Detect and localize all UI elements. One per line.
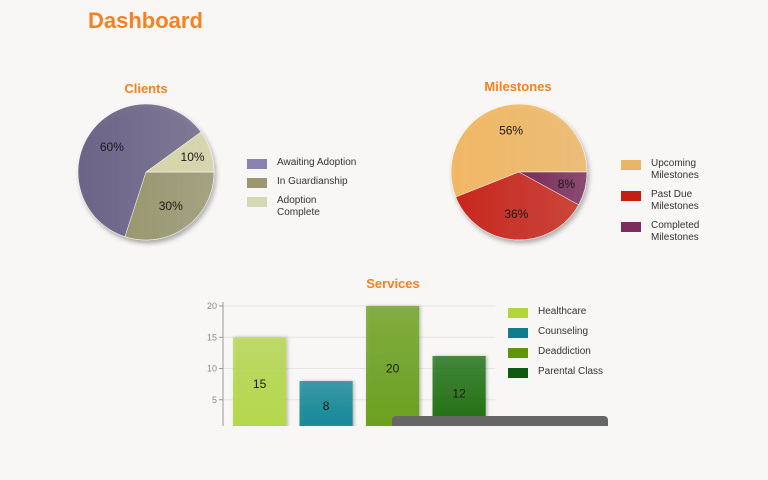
- services-bar-chart: 5 10 15 20 15 8 20 12: [207, 301, 495, 426]
- pie-label-upcoming-milestones: 56%: [499, 124, 523, 138]
- legend-label: Upcoming Milestones: [651, 158, 699, 181]
- legend-item-healthcare[interactable]: Healthcare: [508, 306, 628, 318]
- clients-legend: Awaiting Adoption In Guardianship Adoption…: [247, 157, 357, 226]
- legend-swatch: [508, 308, 528, 318]
- legend-label: Past Due Milestones: [651, 189, 699, 212]
- milestones-pie-chart: 56% 36% 8%: [450, 103, 588, 241]
- milestones-chart-title: Milestones: [484, 79, 552, 94]
- bar-value-label-counseling: 8: [323, 399, 330, 413]
- legend-swatch: [621, 191, 641, 201]
- bar-deaddiction[interactable]: [366, 306, 420, 426]
- legend-swatch: [621, 160, 641, 170]
- legend-item-adoption-complete[interactable]: Adoption Complete: [247, 195, 357, 219]
- pie-label-adoption-complete: 10%: [181, 150, 205, 164]
- services-chart-title: Services: [366, 276, 420, 291]
- legend-item-completed-milestones[interactable]: Completed Milestones: [621, 220, 731, 244]
- legend-label: Adoption Complete: [277, 195, 320, 218]
- bar-counseling[interactable]: [299, 381, 353, 426]
- bar-value-label-parental-class: 12: [452, 387, 466, 401]
- overlay-panel-edge: [392, 416, 608, 426]
- legend-label: Healthcare: [538, 306, 587, 317]
- legend-swatch: [247, 197, 267, 207]
- bar-healthcare[interactable]: [233, 337, 287, 426]
- pie-label-completed-milestones: 8%: [558, 177, 576, 191]
- legend-label: Counseling: [538, 326, 589, 337]
- y-tick-label: 5: [212, 395, 217, 405]
- y-tick-label: 20: [207, 301, 217, 311]
- services-legend: Healthcare Counseling Deaddiction Parental …: [508, 306, 628, 386]
- legend-swatch: [508, 348, 528, 358]
- clients-pie-chart: 60% 30% 10%: [77, 103, 215, 241]
- pie-slice-in-guardianship[interactable]: [124, 171, 215, 241]
- bar-value-label-deaddiction: 20: [386, 362, 400, 376]
- pie-label-past-due-milestones: 36%: [504, 207, 528, 221]
- legend-label: Parental Class: [538, 366, 604, 377]
- bar-value-label-healthcare: 15: [253, 377, 267, 391]
- legend-item-counseling[interactable]: Counseling: [508, 326, 628, 338]
- legend-item-deaddiction[interactable]: Deaddiction: [508, 346, 628, 358]
- y-tick-label: 10: [207, 364, 217, 374]
- pie-slice-upcoming-milestones[interactable]: [450, 103, 588, 198]
- legend-swatch: [508, 328, 528, 338]
- legend-swatch: [247, 159, 267, 169]
- y-tick-label: 15: [207, 332, 217, 342]
- legend-label: Deaddiction: [538, 346, 591, 357]
- legend-label: In Guardianship: [277, 176, 348, 187]
- pie-slice-adoption-complete[interactable]: [145, 131, 215, 173]
- legend-swatch: [247, 178, 267, 188]
- bar-parental-class[interactable]: [432, 356, 486, 426]
- legend-swatch: [621, 222, 641, 232]
- pie-label-in-guardianship: 30%: [159, 199, 183, 213]
- clients-chart-title: Clients: [124, 81, 168, 96]
- legend-item-in-guardianship[interactable]: In Guardianship: [247, 176, 357, 188]
- legend-item-upcoming-milestones[interactable]: Upcoming Milestones: [621, 158, 731, 182]
- legend-item-awaiting-adoption[interactable]: Awaiting Adoption: [247, 157, 357, 169]
- pie-label-awaiting-adoption: 60%: [100, 140, 124, 154]
- pie-slice-past-due-milestones[interactable]: [455, 171, 579, 241]
- pie-slice-awaiting-adoption[interactable]: [77, 103, 202, 237]
- legend-item-past-due-milestones[interactable]: Past Due Milestones: [621, 189, 731, 213]
- page-title: Dashboard: [88, 8, 203, 33]
- legend-label: Awaiting Adoption: [277, 157, 357, 168]
- legend-label: Completed Milestones: [651, 220, 700, 243]
- pie-slice-completed-milestones[interactable]: [518, 171, 588, 206]
- milestones-legend: Upcoming Milestones Past Due Milestones Co…: [621, 158, 731, 251]
- legend-item-parental-class[interactable]: Parental Class: [508, 366, 628, 378]
- legend-swatch: [508, 368, 528, 378]
